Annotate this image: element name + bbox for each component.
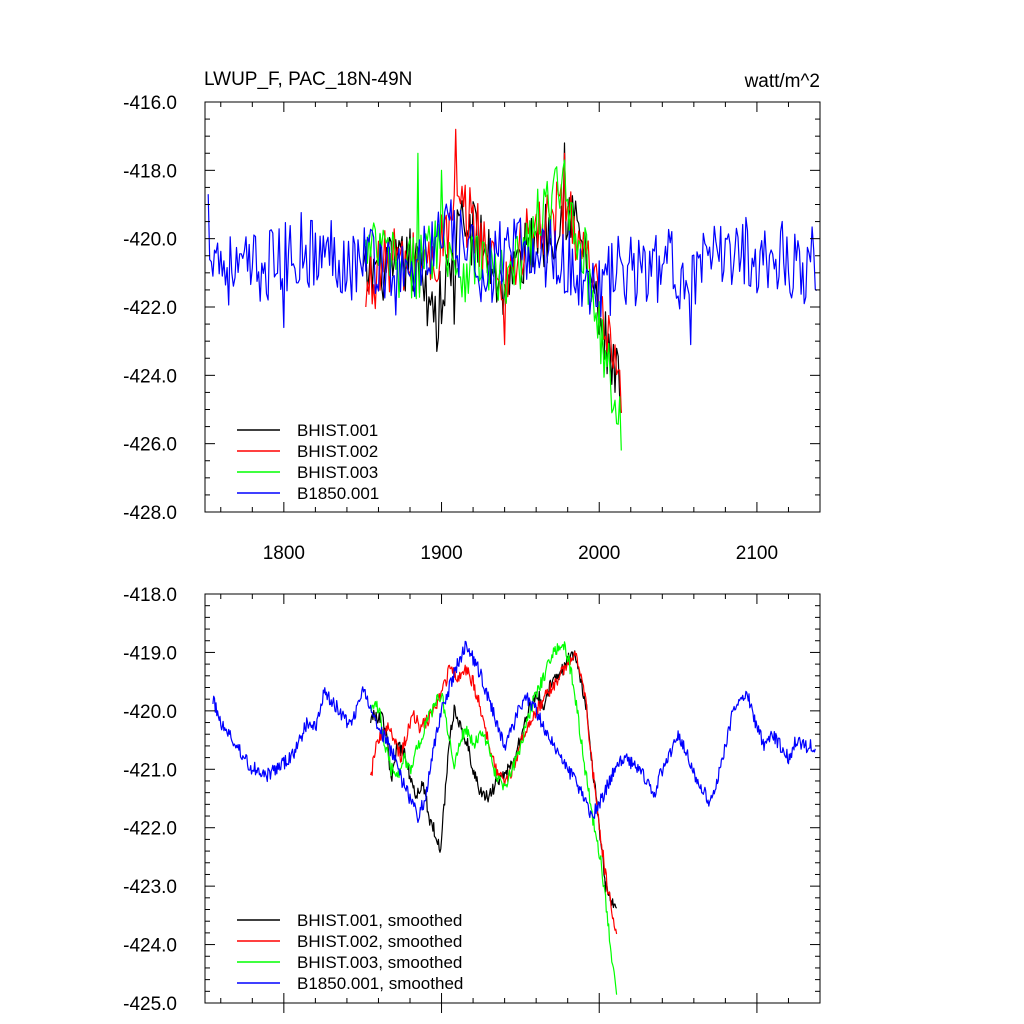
y-tick-label: -428.0 [123,503,177,524]
y-tick-label: -426.0 [123,435,177,456]
y-tick-label: -420.0 [123,702,177,723]
plot-frame [204,593,821,1004]
legend-label-4: B1850.001 [297,484,379,503]
smoothed-legend: BHIST.001, smoothed BHIST.002, smoothed BH… [237,911,463,993]
chart-title: LWUP_F, PAC_18N-49N [204,69,412,90]
series-line-1 [362,142,622,413]
raw-panel: LWUP_F, PAC_18N-49N watt/m^2 -416.0 -418.… [123,69,821,564]
series-line-3 [370,641,618,995]
units-label: watt/m^2 [744,71,820,92]
x-tick-label: 1800 [263,543,305,564]
smoothed-panel: -418.0 -419.0 -420.0 -421.0 -422.0 -423.0 -424… [123,585,821,1015]
y-tick-label: -419.0 [123,643,177,664]
series-line-4 [207,194,818,346]
x-tick-label: 1900 [420,543,462,564]
y-tick-label: -424.0 [123,936,177,957]
y-tick-label: -418.0 [123,161,177,182]
y-tick-label: -422.0 [123,298,177,319]
legend-label-1: BHIST.001, smoothed [297,911,462,930]
y-tick-label: -425.0 [123,994,177,1015]
legend-label-3: BHIST.003 [297,463,378,482]
y-tick-label: -424.0 [123,366,177,387]
series-line-4 [212,640,816,824]
raw-axes: -416.0 -418.0 -420.0 -422.0 -424.0 -426.0 -428… [123,93,821,564]
x-tick-label: 2100 [736,543,778,564]
raw-series-layer [207,128,818,451]
series-line-2 [370,650,618,935]
y-tick-label: -422.0 [123,819,177,840]
legend-label-4: B1850.001, smoothed [297,974,463,993]
x-tick-label: 2000 [578,543,620,564]
y-tick-label: -423.0 [123,877,177,898]
smoothed-axes: -418.0 -419.0 -420.0 -421.0 -422.0 -423.0 -424… [123,585,821,1015]
legend-label-2: BHIST.002 [297,442,378,461]
series-line-1 [370,650,618,909]
smoothed-series-layer [212,640,816,995]
y-tick-label: -416.0 [123,93,177,114]
legend-label-1: BHIST.001 [297,421,378,440]
y-tick-label: -421.0 [123,760,177,781]
raw-legend: BHIST.001 BHIST.002 BHIST.003 B1850.001 [237,421,379,503]
y-tick-label: -418.0 [123,585,177,606]
legend-label-3: BHIST.003, smoothed [297,953,462,972]
y-tick-label: -420.0 [123,230,177,251]
legend-label-2: BHIST.002, smoothed [297,932,462,951]
